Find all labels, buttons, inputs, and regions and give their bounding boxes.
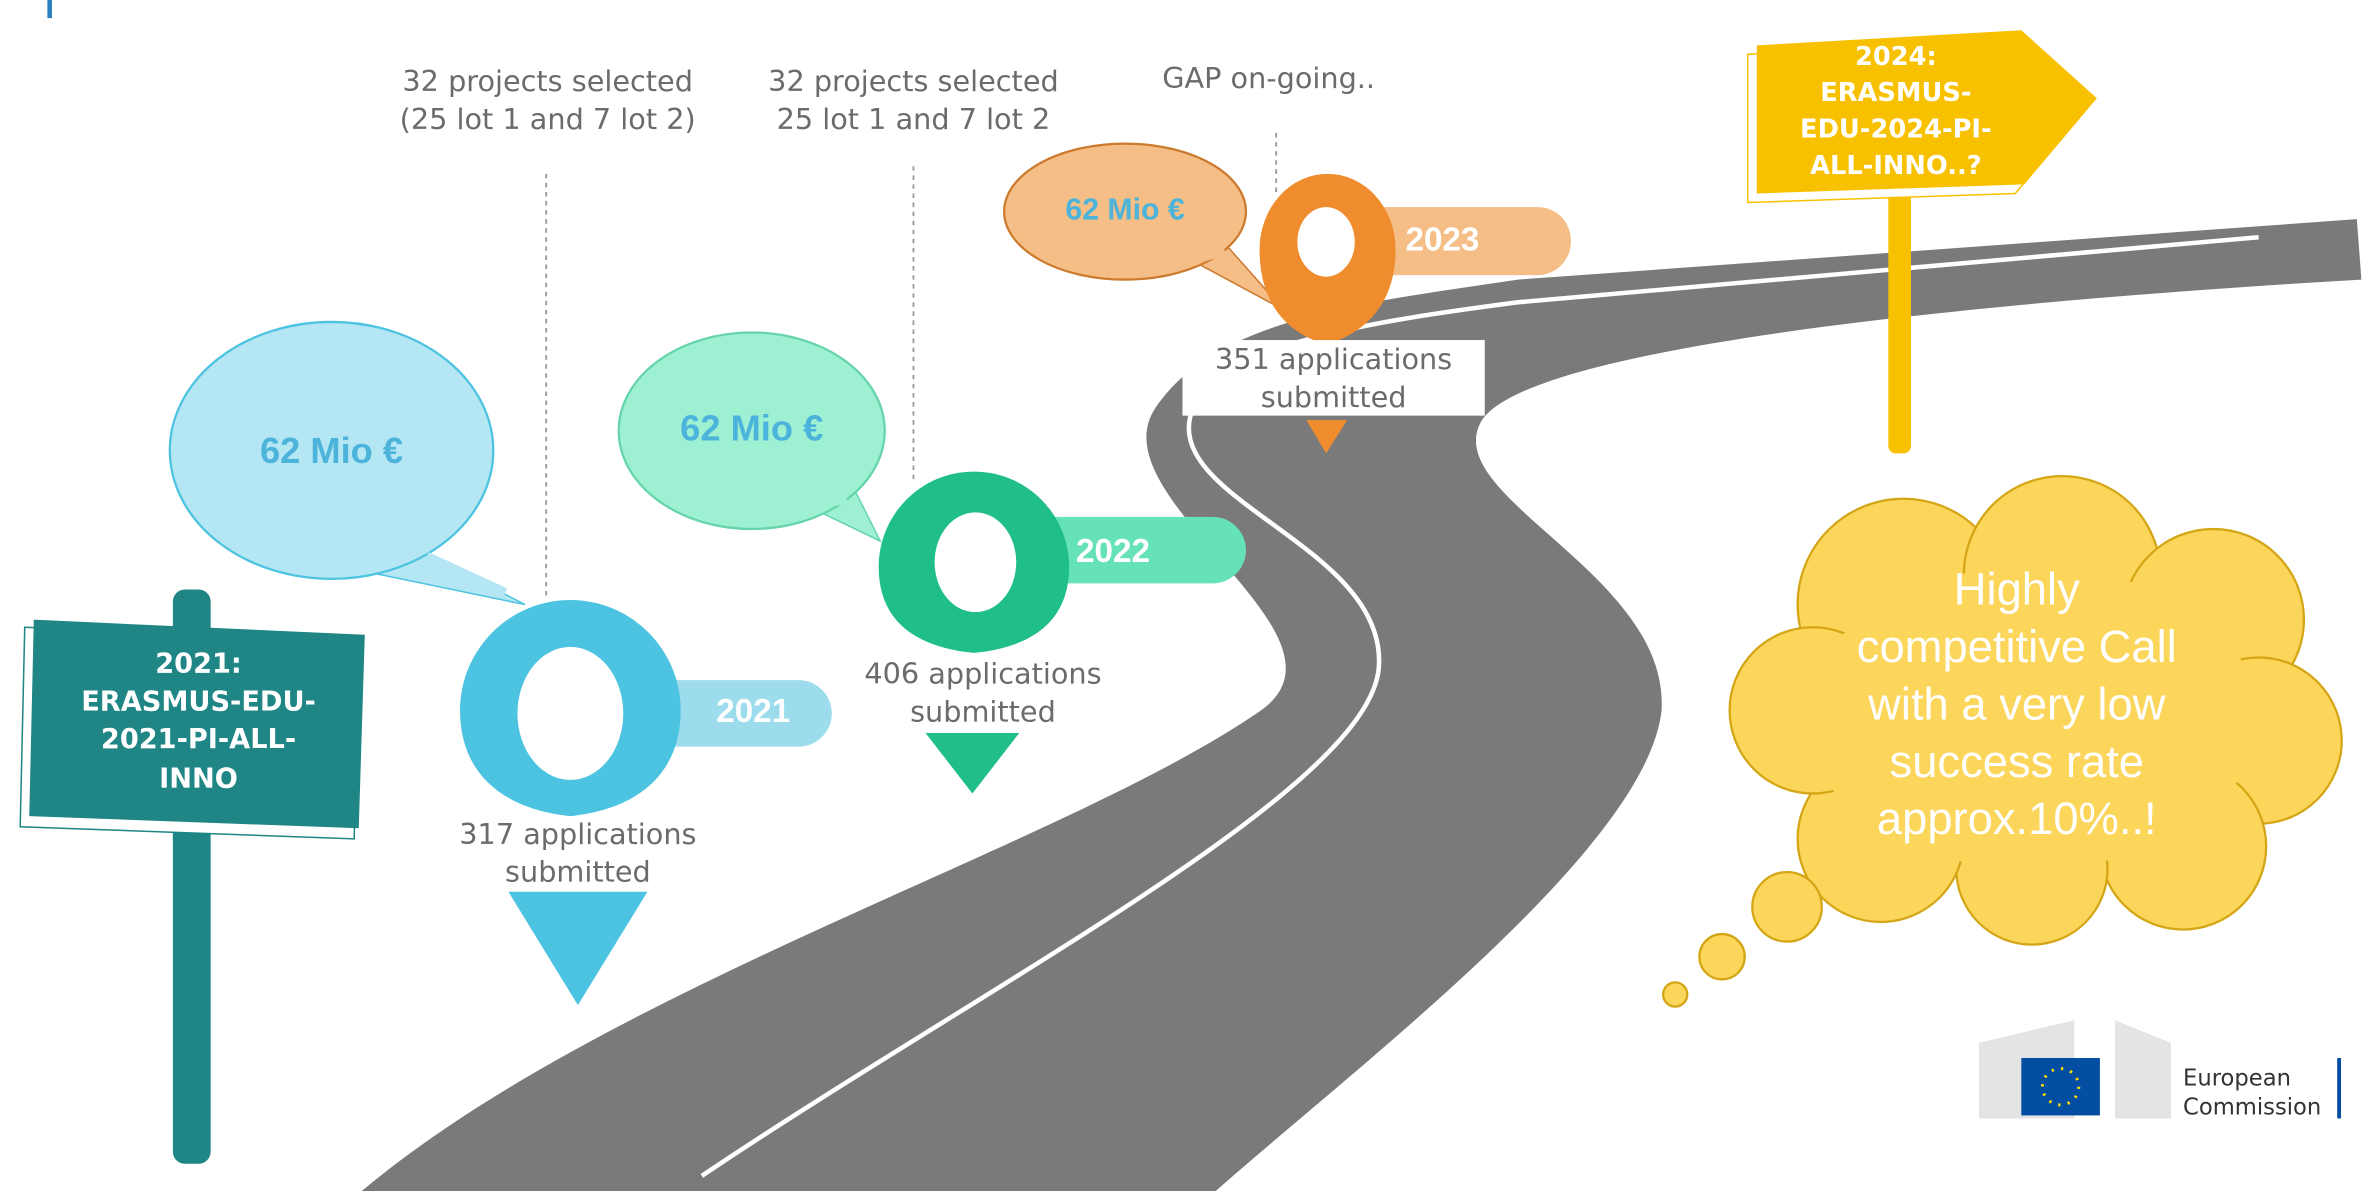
year: 2022: [1076, 533, 1150, 570]
applications: submitted: [1261, 380, 1407, 414]
sign-text: ERASMUS-EDU-: [81, 686, 316, 717]
pin-hole: [935, 512, 1017, 612]
pin-tip: [926, 733, 1020, 793]
corner-mark: [47, 0, 52, 18]
applications: 406 applications: [864, 657, 1101, 691]
budget: 62 Mio €: [260, 430, 403, 471]
sign-text: 2021-PI-ALL-: [101, 724, 296, 755]
sign-text: ALL-INNO..?: [1810, 151, 1982, 181]
sign-text: EDU-2024-PI-: [1800, 114, 1992, 144]
thought-text: approx.10%..!: [1877, 793, 2157, 844]
sign-text: INNO: [159, 763, 238, 794]
pin-hole: [517, 647, 623, 780]
sign-text: 2024:: [1855, 42, 1937, 72]
result-text: GAP on-going..: [1162, 61, 1375, 95]
applications: submitted: [505, 855, 651, 889]
sign-text: ERASMUS-: [1820, 78, 1971, 108]
sign-text: 2021:: [155, 649, 242, 680]
thought-text: Highly: [1954, 563, 2080, 614]
result-text: 25 lot 1 and 7 lot 2: [777, 102, 1051, 136]
budget: 62 Mio €: [1065, 194, 1184, 227]
pin-tip: [508, 892, 647, 1005]
result-text: (25 lot 1 and 7 lot 2): [400, 102, 696, 136]
thought-text: with a very low: [1867, 678, 2166, 729]
roadmap: 2021: ERASMUS-EDU- 2021-PI-ALL- INNO 32 …: [0, 0, 2371, 1191]
result-text: 32 projects selected: [402, 64, 693, 98]
result-text: 32 projects selected: [768, 64, 1059, 98]
thought-text: success rate: [1890, 736, 2144, 787]
pin-hole: [1297, 207, 1354, 277]
year: 2021: [716, 693, 790, 730]
year: 2023: [1405, 222, 1479, 259]
logo-text: European: [2183, 1066, 2291, 1092]
applications: submitted: [910, 694, 1056, 728]
budget: 62 Mio €: [680, 407, 823, 448]
applications: 351 applications: [1215, 342, 1452, 376]
logo-text: Commission: [2183, 1094, 2321, 1120]
thought-text: competitive Call: [1857, 621, 2177, 672]
page: 2021: ERASMUS-EDU- 2021-PI-ALL- INNO 32 …: [0, 0, 2371, 1191]
applications: 317 applications: [459, 817, 696, 851]
